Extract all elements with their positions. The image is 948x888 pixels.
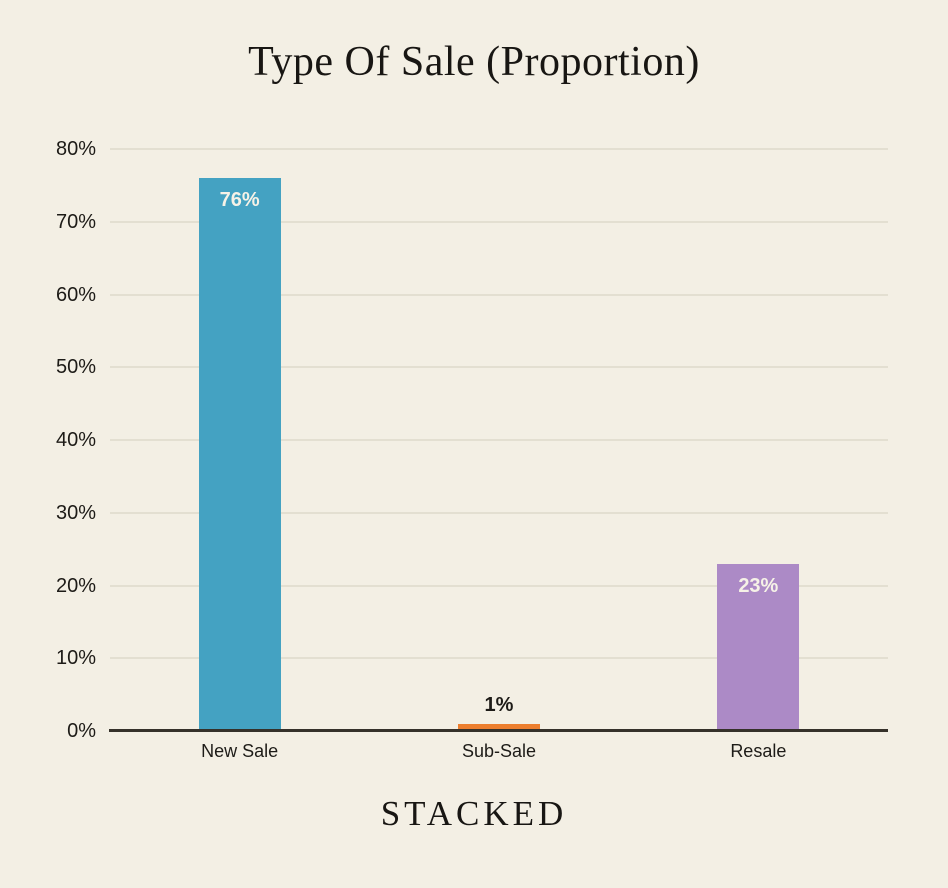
y-axis-tick-label: 70% — [55, 210, 96, 233]
gridline — [110, 657, 888, 660]
y-axis-tick-label: 50% — [55, 356, 96, 379]
gridline — [110, 584, 888, 587]
gridline — [110, 220, 888, 223]
bar-value-label: 1% — [484, 693, 514, 716]
gridline — [110, 511, 888, 514]
y-axis-tick-label: 0% — [67, 720, 96, 742]
x-axis-category-label: Resale — [730, 741, 787, 761]
x-axis-line — [109, 729, 888, 732]
y-axis-tick-label: 10% — [55, 647, 96, 670]
bar-value-label: 23% — [738, 574, 779, 597]
gridline — [110, 366, 888, 369]
bar-resale: 23% — [717, 563, 800, 731]
plot-area: 0% 10% 20% 30% 40% 50% 60% 70% 80% 76% New Sale 1% S… — [56, 138, 888, 761]
page-title: Type Of Sale (Proportion) — [248, 39, 700, 85]
y-axis-tick-label: 30% — [55, 501, 96, 524]
bar-new-sale: 76% — [198, 178, 281, 731]
bar-sub-sale — [458, 723, 540, 731]
brand-logo: STACKED — [380, 794, 568, 833]
gridline — [110, 293, 888, 296]
x-axis-category-label: Sub-Sale — [461, 741, 537, 761]
gridline — [110, 439, 888, 441]
y-axis-tick-label: 80% — [55, 138, 96, 160]
gridline — [110, 148, 888, 150]
y-axis-tick-label: 20% — [55, 574, 96, 597]
bar-value-label: 76% — [219, 189, 260, 212]
x-axis-category-label: New Sale — [201, 741, 279, 761]
y-axis-tick-label: 60% — [55, 283, 96, 306]
y-axis-tick-label: 40% — [55, 429, 96, 451]
